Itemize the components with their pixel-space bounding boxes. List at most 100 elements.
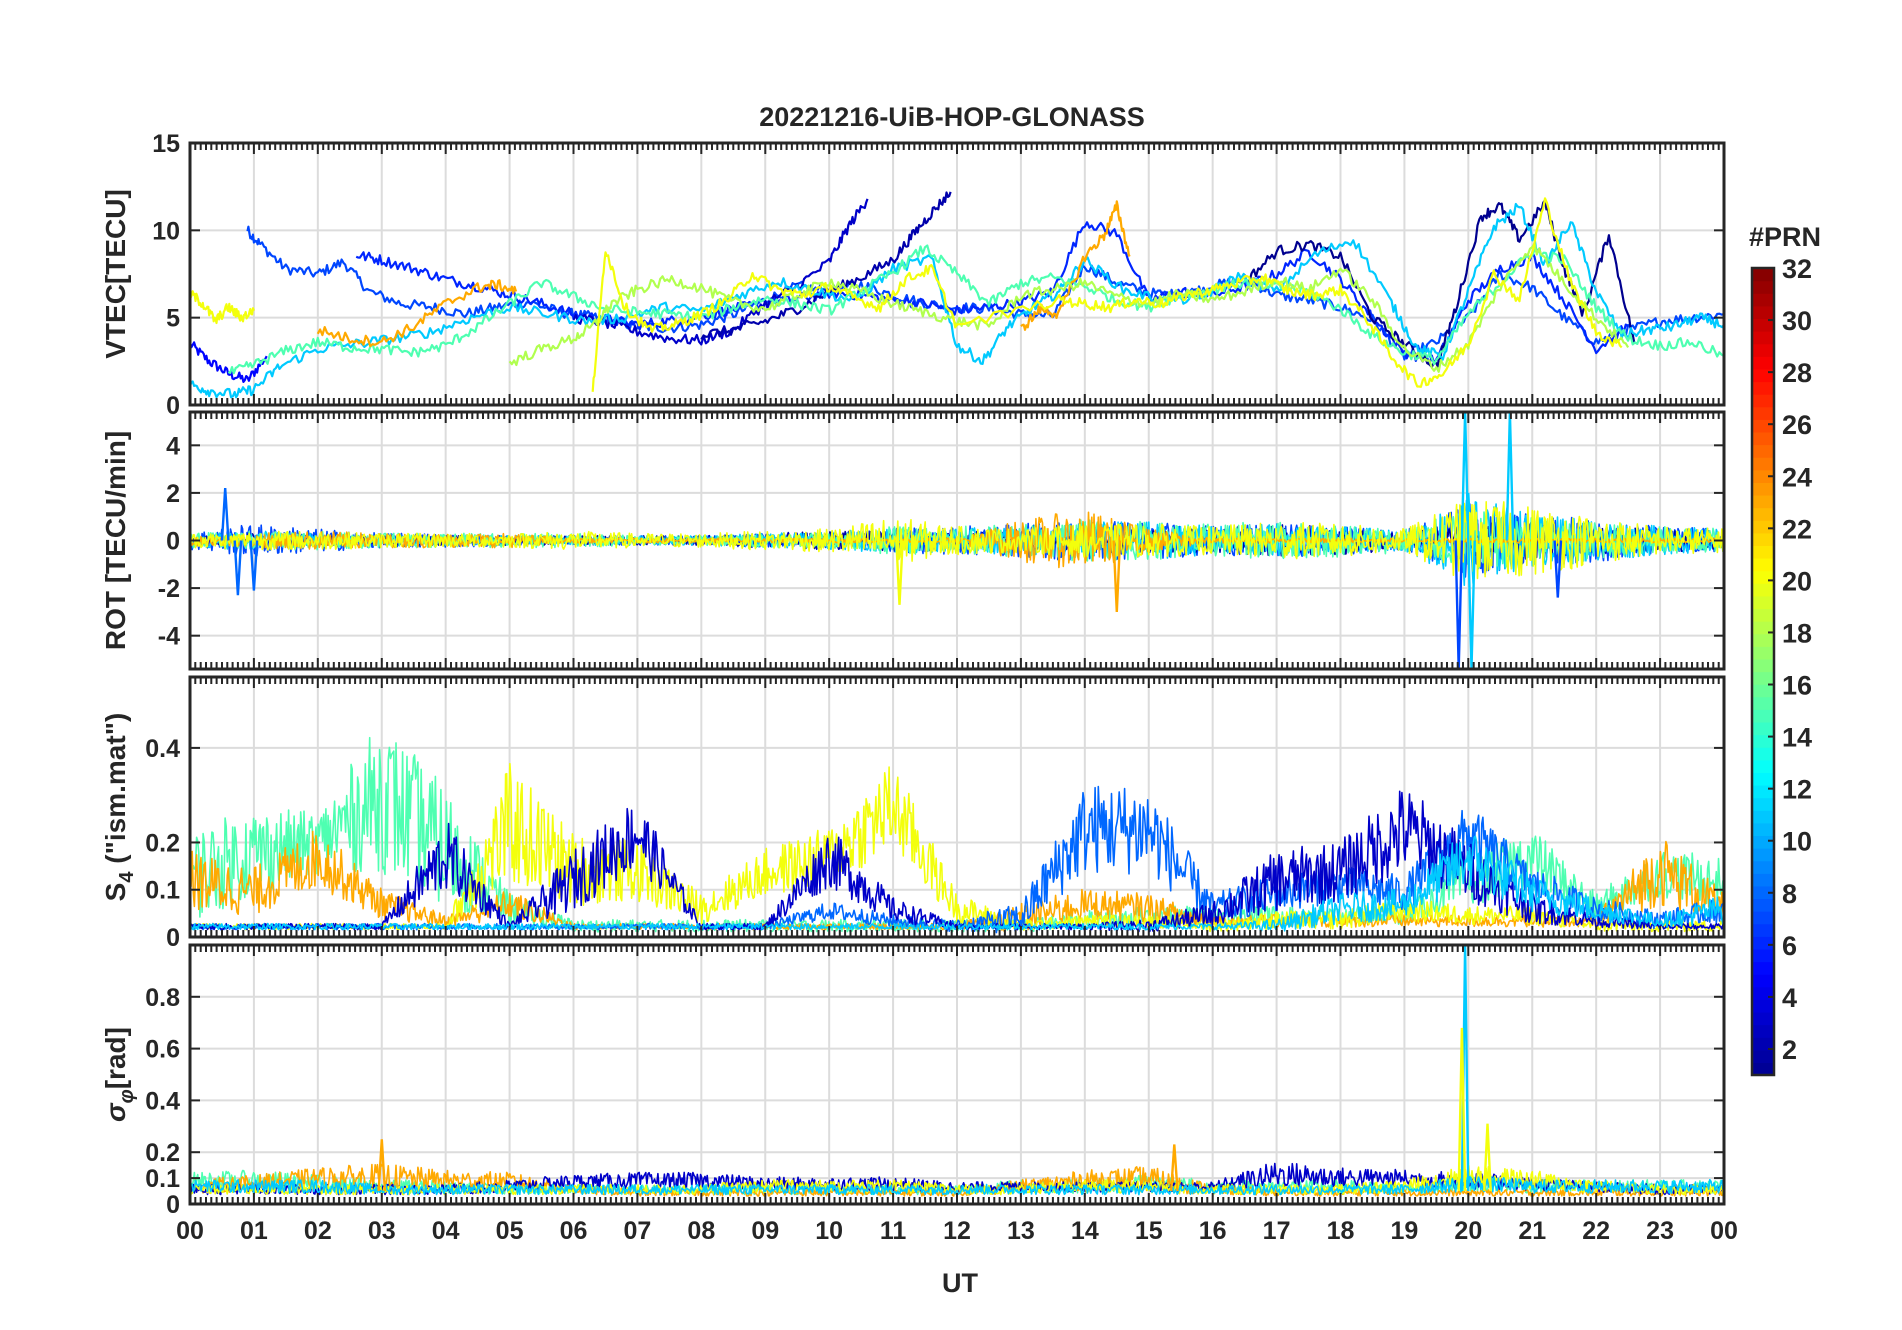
colorbar-segment bbox=[1752, 671, 1774, 685]
colorbar-segment bbox=[1752, 810, 1774, 824]
colorbar-tick-label: 2 bbox=[1782, 1035, 1797, 1065]
spike-prn-20-1 bbox=[1457, 1027, 1467, 1192]
colorbar-segment bbox=[1752, 646, 1774, 660]
colorbar-segment bbox=[1752, 1011, 1774, 1026]
x-tick-label: 11 bbox=[880, 1217, 907, 1245]
x-tick-label: 20 bbox=[1454, 1217, 1482, 1245]
colorbar-segment bbox=[1752, 343, 1774, 357]
spike-prn-8-0 bbox=[220, 488, 230, 541]
spike-prn-23-4 bbox=[1169, 1144, 1179, 1192]
x-tick-label: 09 bbox=[751, 1217, 779, 1245]
colorbar-segment bbox=[1752, 961, 1774, 975]
x-tick-label: 19 bbox=[1391, 1217, 1419, 1245]
colorbar-segment bbox=[1752, 595, 1774, 610]
spike-prn-8-2 bbox=[249, 540, 259, 591]
colorbar-segment bbox=[1752, 885, 1774, 900]
colorbar-segment bbox=[1752, 293, 1774, 307]
panel-s4-y-tick-label: 0.1 bbox=[145, 877, 180, 905]
colorbar-tick-label: 8 bbox=[1782, 879, 1797, 909]
panel-sigma-y-tick-label: 0.8 bbox=[145, 984, 180, 1012]
chart-title: 20221216-UiB-HOP-GLONASS bbox=[759, 102, 1145, 132]
panel-rot-y-tick-label: 4 bbox=[166, 432, 180, 460]
colorbar-tick-label: 18 bbox=[1782, 618, 1812, 648]
colorbar-segment bbox=[1752, 419, 1774, 433]
colorbar-segment bbox=[1752, 684, 1774, 698]
series-line-prn-5-0 bbox=[190, 341, 268, 383]
colorbar-segment bbox=[1752, 772, 1774, 786]
colorbar-segment bbox=[1752, 1049, 1774, 1063]
colorbar-segment bbox=[1752, 948, 1774, 963]
colorbar-tick-label: 20 bbox=[1782, 566, 1812, 596]
x-tick-label: 12 bbox=[943, 1217, 971, 1245]
spike-prn-20-2 bbox=[1483, 1123, 1492, 1192]
colorbar-segment bbox=[1752, 696, 1774, 710]
colorbar-segment bbox=[1752, 494, 1774, 509]
series-line-prn-23-9 bbox=[316, 279, 518, 348]
colorbar-tick-label: 32 bbox=[1782, 254, 1812, 284]
colorbar-tick-label: 24 bbox=[1782, 462, 1812, 492]
x-tick-label: 08 bbox=[687, 1217, 715, 1245]
x-tick-label: 17 bbox=[1263, 1217, 1291, 1245]
series-line-prn-11-6 bbox=[190, 202, 1724, 399]
colorbar-segment bbox=[1752, 469, 1774, 483]
colorbar-segment bbox=[1752, 507, 1774, 521]
colorbar-segment bbox=[1752, 936, 1774, 950]
series-line-prn-20-12 bbox=[591, 197, 1623, 392]
x-tick-label: 06 bbox=[560, 1217, 588, 1245]
series-line-prn-15-7 bbox=[227, 244, 1724, 375]
labels-layer: 20221216-UiB-HOP-GLONASS UT #PRN 051015V… bbox=[100, 102, 1821, 1298]
colorbar-title: #PRN bbox=[1749, 222, 1821, 252]
axes-frame-layer bbox=[188, 141, 1726, 1206]
panel-sigma-y-tick-label: 0.6 bbox=[145, 1036, 180, 1064]
panel-s4-y-tick-label: 0 bbox=[166, 924, 180, 952]
colorbar-segment bbox=[1752, 331, 1774, 345]
panel-sigma-x-ticks bbox=[189, 945, 1725, 1204]
x-tick-label: 01 bbox=[240, 1217, 268, 1245]
colorbar-segment bbox=[1752, 721, 1774, 736]
colorbar-tick-label: 4 bbox=[1782, 983, 1797, 1013]
colorbar-segment bbox=[1752, 621, 1774, 635]
panel-sigma-y-tick-label: 0.4 bbox=[145, 1087, 180, 1115]
colorbar-segment bbox=[1752, 457, 1774, 471]
colorbar-segment bbox=[1752, 558, 1774, 572]
spike-prn-11-7 bbox=[1467, 540, 1476, 669]
colorbar-segment bbox=[1752, 848, 1774, 862]
x-tick-label: 23 bbox=[1646, 1217, 1674, 1245]
panel-s4-x-ticks bbox=[189, 677, 1725, 937]
series-line-prn-18-11 bbox=[508, 242, 1630, 373]
panel-s4-y-tick-label: 0.4 bbox=[145, 735, 180, 763]
panel-rot-y-tick-label: -4 bbox=[158, 623, 180, 651]
colorbar-segment bbox=[1752, 759, 1774, 773]
colorbar-segment bbox=[1752, 923, 1774, 937]
spike-prn-23-3 bbox=[377, 1139, 387, 1192]
colorbar-segment bbox=[1752, 570, 1774, 584]
colorbar-segment bbox=[1752, 394, 1774, 408]
panel-vtec-y-tick-label: 5 bbox=[166, 305, 180, 333]
colorbar-segment bbox=[1752, 1024, 1774, 1038]
colorbar-segment bbox=[1752, 999, 1774, 1013]
panel-sigma-y-tick-label: 0.2 bbox=[145, 1139, 180, 1167]
colorbar-segment bbox=[1752, 368, 1774, 383]
colorbar-segment bbox=[1752, 406, 1774, 420]
colorbar-segment bbox=[1752, 520, 1774, 534]
colorbar-segment bbox=[1752, 268, 1774, 282]
spike-prn-8-1 bbox=[233, 540, 243, 596]
panel-rot-y-tick-label: 0 bbox=[166, 528, 180, 556]
colorbar-segment bbox=[1752, 633, 1774, 647]
x-tick-label: 15 bbox=[1135, 1217, 1163, 1245]
data-layer bbox=[190, 191, 1724, 1197]
spike-prn-11-6 bbox=[1460, 412, 1470, 541]
panel-sigma-y-tick-label: 0.1 bbox=[145, 1165, 180, 1193]
colorbar-tick-label: 30 bbox=[1782, 306, 1812, 336]
colorbar-segment bbox=[1752, 734, 1774, 748]
colorbar-segment bbox=[1752, 482, 1774, 496]
colorbar-segment bbox=[1752, 898, 1774, 912]
colorbar-segment bbox=[1752, 1062, 1774, 1076]
colorbar-tick-label: 12 bbox=[1782, 775, 1812, 805]
colorbar-tick-label: 26 bbox=[1782, 410, 1812, 440]
colorbar-tick-label: 16 bbox=[1782, 671, 1812, 701]
colorbar-segment bbox=[1752, 986, 1774, 1000]
panel-vtec-plot-area bbox=[190, 191, 1724, 399]
